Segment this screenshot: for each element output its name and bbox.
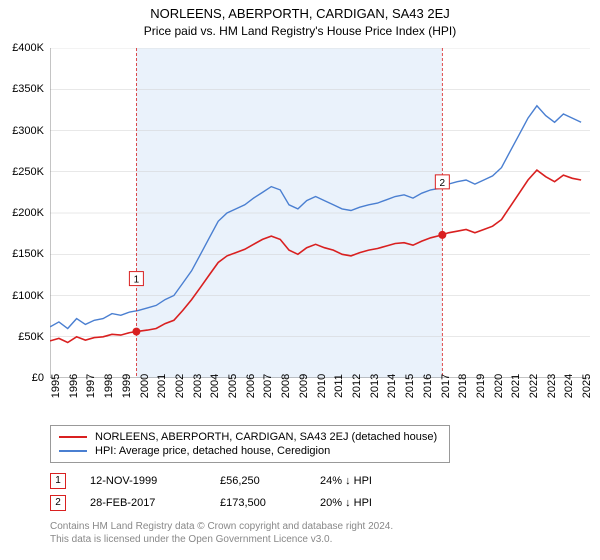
x-tick-label: 2010 <box>316 374 328 398</box>
y-tick-label: £200K <box>12 207 44 219</box>
transaction-marker: 1 <box>50 473 66 489</box>
x-tick-label: 1995 <box>50 374 62 398</box>
x-tick-label: 2019 <box>475 374 487 398</box>
x-tick-label: 2003 <box>192 374 204 398</box>
x-tick-label: 2008 <box>280 374 292 398</box>
y-tick-label: £400K <box>12 42 44 54</box>
chart-title: NORLEENS, ABERPORTH, CARDIGAN, SA43 2EJ <box>0 0 600 21</box>
x-tick-label: 2000 <box>139 374 151 398</box>
x-tick-label: 2006 <box>245 374 257 398</box>
x-tick-label: 1997 <box>85 374 97 398</box>
x-tick-label: 2007 <box>262 374 274 398</box>
transaction-price: £56,250 <box>220 475 320 487</box>
footer-attribution: Contains HM Land Registry data © Crown c… <box>50 520 393 546</box>
transaction-date: 12-NOV-1999 <box>90 475 220 487</box>
x-tick-label: 2017 <box>440 374 452 398</box>
legend-label: HPI: Average price, detached house, Cere… <box>95 445 330 457</box>
legend-box: NORLEENS, ABERPORTH, CARDIGAN, SA43 2EJ … <box>50 425 450 463</box>
chart-container: NORLEENS, ABERPORTH, CARDIGAN, SA43 2EJ … <box>0 0 600 560</box>
legend-item: NORLEENS, ABERPORTH, CARDIGAN, SA43 2EJ … <box>59 430 441 444</box>
chart-svg: 12 <box>50 48 590 378</box>
y-tick-label: £250K <box>12 166 44 178</box>
y-tick-label: £350K <box>12 83 44 95</box>
x-tick-label: 2023 <box>546 374 558 398</box>
legend-label: NORLEENS, ABERPORTH, CARDIGAN, SA43 2EJ … <box>95 431 437 443</box>
transaction-date: 28-FEB-2017 <box>90 497 220 509</box>
transactions-table: 1 12-NOV-1999£56,25024% ↓ HPI 2 28-FEB-2017… <box>50 470 372 514</box>
svg-text:1: 1 <box>134 275 140 286</box>
x-tick-label: 2001 <box>156 374 168 398</box>
transaction-marker: 2 <box>50 495 66 511</box>
x-tick-label: 2022 <box>528 374 540 398</box>
x-tick-label: 2018 <box>457 374 469 398</box>
x-tick-label: 2009 <box>298 374 310 398</box>
x-tick-label: 2025 <box>581 374 593 398</box>
x-tick-label: 2011 <box>333 374 345 398</box>
x-tick-label: 1996 <box>68 374 80 398</box>
legend-item: HPI: Average price, detached house, Cere… <box>59 444 441 458</box>
x-tick-label: 2015 <box>404 374 416 398</box>
transaction-price: £173,500 <box>220 497 320 509</box>
footer-line-2: This data is licensed under the Open Gov… <box>50 533 393 546</box>
legend-swatch <box>59 436 87 438</box>
x-tick-label: 1998 <box>103 374 115 398</box>
x-tick-label: 2014 <box>386 374 398 398</box>
transaction-delta: 20% ↓ HPI <box>320 497 372 509</box>
x-tick-label: 2004 <box>209 374 221 398</box>
x-tick-label: 1999 <box>121 374 133 398</box>
y-tick-label: £50K <box>18 331 44 343</box>
y-tick-label: £150K <box>12 248 44 260</box>
x-tick-label: 2016 <box>422 374 434 398</box>
x-tick-label: 2002 <box>174 374 186 398</box>
x-tick-label: 2024 <box>563 374 575 398</box>
x-tick-label: 2020 <box>493 374 505 398</box>
chart-subtitle: Price paid vs. HM Land Registry's House … <box>0 21 600 38</box>
transaction-row: 1 12-NOV-1999£56,25024% ↓ HPI <box>50 470 372 492</box>
svg-text:2: 2 <box>440 178 446 189</box>
y-tick-label: £100K <box>12 290 44 302</box>
x-tick-label: 2012 <box>351 374 363 398</box>
transaction-row: 2 28-FEB-2017£173,50020% ↓ HPI <box>50 492 372 514</box>
x-tick-label: 2013 <box>369 374 381 398</box>
y-tick-label: £0 <box>32 372 44 384</box>
x-tick-label: 2005 <box>227 374 239 398</box>
x-tick-label: 2021 <box>510 374 522 398</box>
y-tick-label: £300K <box>12 125 44 137</box>
plot-area: 12 <box>50 48 590 378</box>
legend-swatch <box>59 450 87 452</box>
y-axis: £0£50K£100K£150K£200K£250K£300K£350K£400… <box>0 48 48 378</box>
transaction-delta: 24% ↓ HPI <box>320 475 372 487</box>
footer-line-1: Contains HM Land Registry data © Crown c… <box>50 520 393 533</box>
